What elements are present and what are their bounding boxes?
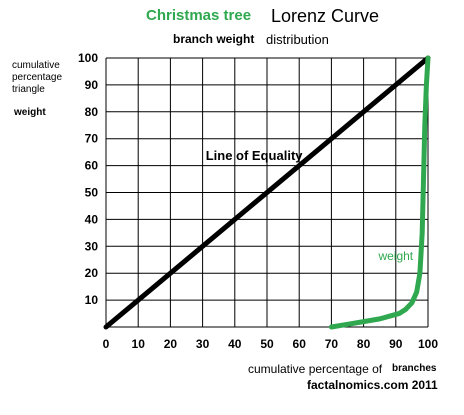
chart-subtitle-branch-weight: branch weight — [173, 32, 255, 46]
y-axis-label-line2: percentage — [12, 72, 63, 83]
y-tick-label-80: 80 — [85, 105, 99, 119]
x-tick-label-50: 50 — [260, 337, 274, 351]
x-axis-label-branches: branches — [392, 363, 437, 374]
x-tick-label-0: 0 — [103, 337, 110, 351]
x-tick-label-80: 80 — [357, 337, 371, 351]
y-tick-label-30: 30 — [85, 239, 99, 253]
annotation-line-of-equality: Line of Equality — [206, 148, 304, 163]
tick-labels: 0 10 20 30 40 50 60 70 80 90 100 10 20 30 40 50 60 70 80 90… — [78, 51, 438, 351]
y-tick-label-40: 40 — [85, 212, 99, 226]
x-tick-label-100: 100 — [418, 337, 438, 351]
chart-title-christmas-tree: Christmas tree — [146, 7, 252, 24]
y-tick-label-90: 90 — [85, 78, 99, 92]
x-tick-label-10: 10 — [132, 337, 146, 351]
series-line-weight — [328, 55, 431, 330]
y-axis-label-line3: triangle — [12, 84, 45, 95]
annotations: Line of Equality weight — [206, 148, 414, 263]
x-tick-label-30: 30 — [196, 337, 210, 351]
y-tick-label-70: 70 — [85, 132, 99, 146]
y-axis-label-line1: cumulative — [12, 60, 60, 71]
x-axis-label: cumulative percentage of — [248, 362, 383, 376]
x-tick-label-60: 60 — [293, 337, 307, 351]
series-lines — [103, 55, 431, 330]
y-axis-label-weight: weight — [14, 107, 46, 118]
chart-subtitle-distribution: distribution — [266, 32, 329, 47]
source-credit: factalnomics.com 2011 — [307, 378, 438, 392]
x-tick-label-70: 70 — [325, 337, 339, 351]
y-tick-label-10: 10 — [85, 293, 99, 307]
y-tick-label-50: 50 — [85, 186, 99, 200]
y-tick-label-60: 60 — [85, 159, 99, 173]
series-line-line-of-equality — [103, 55, 431, 330]
y-tick-label-20: 20 — [85, 266, 99, 280]
chart-title-lorenz-curve: Lorenz Curve — [271, 6, 380, 26]
x-tick-label-90: 90 — [389, 337, 403, 351]
y-tick-label-100: 100 — [78, 51, 98, 65]
x-tick-label-40: 40 — [228, 337, 242, 351]
annotation-weight: weight — [377, 249, 413, 263]
x-tick-label-20: 20 — [164, 337, 178, 351]
